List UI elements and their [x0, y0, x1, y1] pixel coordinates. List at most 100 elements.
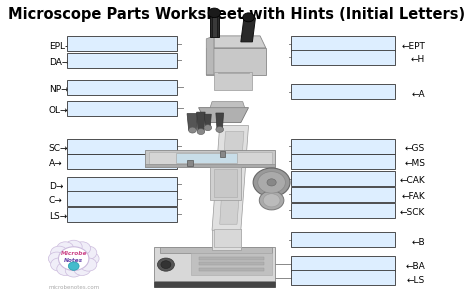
Text: Notes: Notes — [64, 258, 83, 263]
Circle shape — [57, 262, 73, 275]
Circle shape — [82, 252, 99, 265]
Bar — [67, 101, 177, 116]
Polygon shape — [212, 126, 248, 230]
Bar — [67, 207, 177, 222]
Polygon shape — [220, 151, 226, 157]
Polygon shape — [220, 132, 244, 224]
Polygon shape — [210, 13, 219, 37]
Bar — [291, 187, 394, 202]
Polygon shape — [145, 150, 275, 167]
Circle shape — [267, 179, 276, 186]
Text: ←GS: ←GS — [405, 144, 425, 153]
Polygon shape — [197, 112, 205, 132]
Circle shape — [58, 247, 89, 271]
Circle shape — [263, 194, 280, 207]
Text: ←LS: ←LS — [407, 276, 425, 285]
Polygon shape — [160, 247, 272, 253]
Polygon shape — [199, 262, 264, 265]
Text: SC→: SC→ — [49, 144, 68, 153]
Circle shape — [51, 258, 67, 271]
Polygon shape — [145, 164, 275, 167]
Circle shape — [253, 168, 290, 197]
Text: ←EPT: ←EPT — [401, 42, 425, 51]
Polygon shape — [214, 72, 252, 90]
Bar — [291, 171, 394, 186]
Polygon shape — [199, 108, 248, 123]
Circle shape — [208, 8, 220, 18]
Polygon shape — [155, 281, 275, 287]
Circle shape — [65, 240, 82, 253]
Circle shape — [216, 126, 224, 132]
Circle shape — [68, 262, 79, 270]
Bar — [67, 53, 177, 68]
Circle shape — [197, 129, 205, 135]
Circle shape — [259, 191, 284, 210]
Circle shape — [48, 252, 65, 265]
Text: ←MS: ←MS — [404, 159, 425, 168]
Polygon shape — [214, 229, 241, 247]
Polygon shape — [210, 167, 241, 200]
Bar — [291, 84, 394, 99]
Polygon shape — [199, 257, 264, 260]
Circle shape — [204, 125, 212, 131]
Text: C→: C→ — [49, 196, 63, 205]
Bar — [291, 270, 394, 285]
Circle shape — [258, 172, 285, 193]
Text: ←BA: ←BA — [406, 262, 425, 271]
Polygon shape — [191, 253, 272, 275]
Bar — [67, 191, 177, 206]
Bar — [67, 36, 177, 51]
Polygon shape — [155, 247, 275, 281]
Polygon shape — [241, 18, 255, 42]
Text: ←CAK: ←CAK — [400, 176, 425, 185]
Circle shape — [157, 258, 174, 271]
Bar — [291, 50, 394, 65]
Polygon shape — [204, 114, 211, 128]
Polygon shape — [214, 36, 266, 48]
Circle shape — [80, 258, 97, 271]
Text: ←H: ←H — [411, 55, 425, 64]
Text: A→: A→ — [49, 159, 63, 168]
Text: EPL→: EPL→ — [49, 42, 72, 51]
Text: D→: D→ — [49, 182, 63, 191]
Text: DA→: DA→ — [49, 58, 69, 67]
Circle shape — [189, 127, 196, 133]
Polygon shape — [210, 102, 245, 108]
Bar — [291, 256, 394, 271]
Bar — [67, 139, 177, 154]
Bar — [291, 154, 394, 169]
Polygon shape — [187, 114, 198, 130]
Bar — [291, 36, 394, 51]
Polygon shape — [216, 113, 224, 129]
Circle shape — [243, 13, 254, 22]
Polygon shape — [206, 36, 214, 75]
Bar — [67, 177, 177, 192]
Polygon shape — [149, 152, 272, 164]
Polygon shape — [187, 160, 193, 166]
Bar — [67, 80, 177, 95]
Bar — [291, 232, 394, 247]
Bar — [67, 154, 177, 169]
Circle shape — [161, 261, 171, 269]
Circle shape — [57, 242, 73, 255]
Text: ←B: ←B — [411, 238, 425, 247]
Text: NP→: NP→ — [49, 85, 68, 94]
Polygon shape — [212, 229, 241, 250]
Text: Microscope Parts Worksheet with Hints (Initial Letters): Microscope Parts Worksheet with Hints (I… — [9, 7, 465, 22]
Text: ←A: ←A — [411, 90, 425, 99]
Polygon shape — [214, 169, 237, 197]
Text: microbenotes.com: microbenotes.com — [48, 285, 100, 290]
Bar — [291, 203, 394, 218]
Polygon shape — [199, 268, 264, 271]
Circle shape — [51, 246, 67, 259]
Text: LS→: LS→ — [49, 212, 67, 221]
Polygon shape — [175, 153, 237, 163]
Text: Microbe: Microbe — [61, 251, 87, 256]
Circle shape — [73, 262, 91, 275]
Circle shape — [65, 264, 82, 277]
Text: ←FAK: ←FAK — [401, 192, 425, 201]
Text: ←SCK: ←SCK — [400, 208, 425, 217]
Circle shape — [73, 242, 91, 255]
Polygon shape — [218, 72, 248, 73]
Text: OL→: OL→ — [49, 106, 68, 115]
